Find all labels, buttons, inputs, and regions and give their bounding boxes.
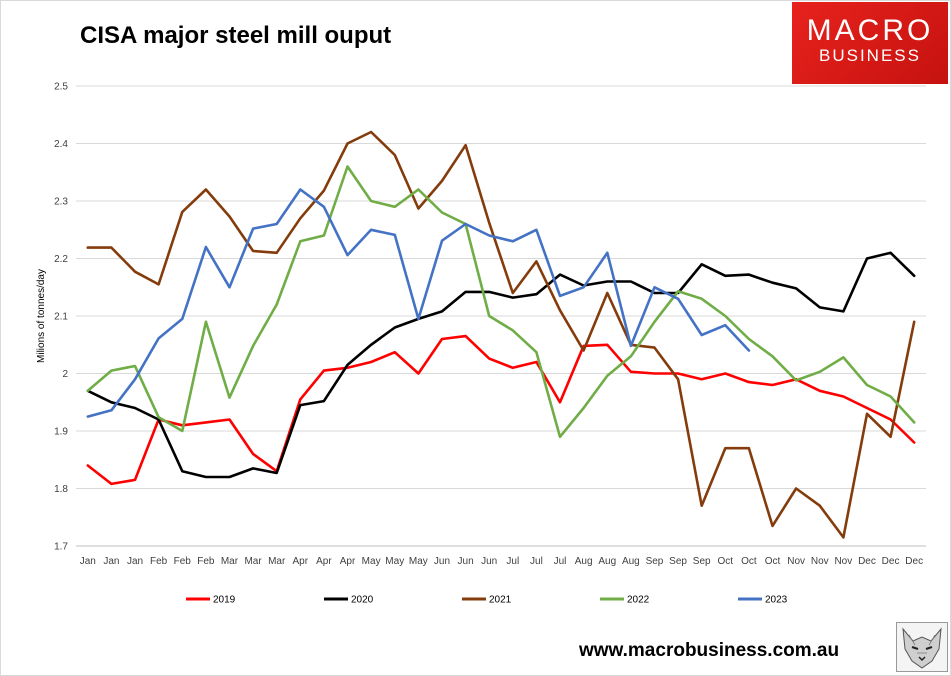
x-tick-label: Sep: [646, 556, 664, 567]
x-tick-label: Dec: [858, 556, 876, 567]
x-tick-label: Sep: [693, 556, 711, 567]
macrobusiness-logo: MACRO BUSINESS: [792, 2, 948, 84]
x-tick-label: Apr: [340, 556, 356, 567]
x-tick-label: Jul: [506, 556, 519, 567]
y-tick-label: 2.1: [54, 312, 68, 323]
x-tick-label: Jul: [554, 556, 567, 567]
y-tick-label: 2.3: [54, 197, 68, 208]
y-tick-label: 1.7: [54, 542, 68, 553]
y-tick-label: 2.5: [54, 82, 68, 93]
x-tick-label: Mar: [268, 556, 286, 567]
chart-title: CISA major steel mill ouput: [80, 22, 392, 49]
website-url[interactable]: www.macrobusiness.com.au: [579, 640, 840, 661]
x-tick-label: Oct: [741, 556, 757, 567]
x-axis: Jan Jan Jan Feb Feb Feb Mar Mar Mar Apr Apr Apr May M…: [76, 545, 926, 567]
x-tick-label: Jun: [434, 556, 450, 567]
x-tick-label: Feb: [197, 556, 215, 567]
legend-label-2022: 2022: [627, 595, 650, 606]
logo-line-1: MACRO: [806, 14, 934, 47]
legend: 2019 2020 2021 2022 2023: [186, 595, 788, 606]
y-tick-label: 2.2: [54, 254, 68, 265]
y-axis-label: Milions of tonnes/day: [36, 269, 47, 363]
x-tick-label: Jan: [127, 556, 143, 567]
legend-label-2019: 2019: [213, 595, 236, 606]
legend-label-2020: 2020: [351, 595, 374, 606]
x-tick-label: Nov: [811, 556, 829, 567]
x-tick-label: May: [409, 556, 428, 567]
x-tick-label: Aug: [622, 556, 640, 567]
x-tick-label: Jul: [530, 556, 543, 567]
series-line-2020: [86, 251, 916, 479]
x-tick-label: Jun: [458, 556, 474, 567]
x-tick-label: Dec: [905, 556, 923, 567]
series-line-2023: [86, 188, 751, 418]
x-tick-label: Aug: [598, 556, 616, 567]
series-line-2022: [86, 165, 916, 439]
x-tick-label: Oct: [718, 556, 734, 567]
y-tick-label: 2.4: [54, 139, 68, 150]
wolf-logo-icon: [896, 622, 948, 672]
x-tick-label: Nov: [787, 556, 805, 567]
series-line-2019: [86, 334, 916, 486]
legend-label-2023: 2023: [765, 595, 788, 606]
y-tick-label: 1.9: [54, 427, 68, 438]
logo-line-2: BUSINESS: [819, 46, 921, 65]
y-tick-label: 2: [62, 369, 68, 380]
x-tick-label: Apr: [293, 556, 309, 567]
x-tick-label: Sep: [669, 556, 687, 567]
x-tick-label: Dec: [882, 556, 900, 567]
x-tick-label: Jun: [481, 556, 497, 567]
x-tick-label: May: [362, 556, 381, 567]
x-tick-label: Aug: [575, 556, 593, 567]
x-tick-label: Feb: [174, 556, 192, 567]
x-tick-label: Nov: [834, 556, 852, 567]
x-tick-label: Mar: [244, 556, 262, 567]
x-tick-label: Apr: [316, 556, 332, 567]
x-tick-label: Mar: [221, 556, 239, 567]
x-tick-label: Jan: [103, 556, 119, 567]
series-line-2021: [86, 130, 916, 539]
x-tick-label: May: [385, 556, 404, 567]
series-lines: [86, 130, 916, 539]
legend-label-2021: 2021: [489, 595, 512, 606]
y-tick-label: 1.8: [54, 484, 68, 495]
y-axis: 1.7 1.8 1.9 2 2.1 2.2 2.3 2.4 2.5: [54, 82, 68, 553]
x-tick-label: Jan: [80, 556, 96, 567]
x-tick-label: Oct: [765, 556, 781, 567]
x-tick-label: Feb: [150, 556, 168, 567]
